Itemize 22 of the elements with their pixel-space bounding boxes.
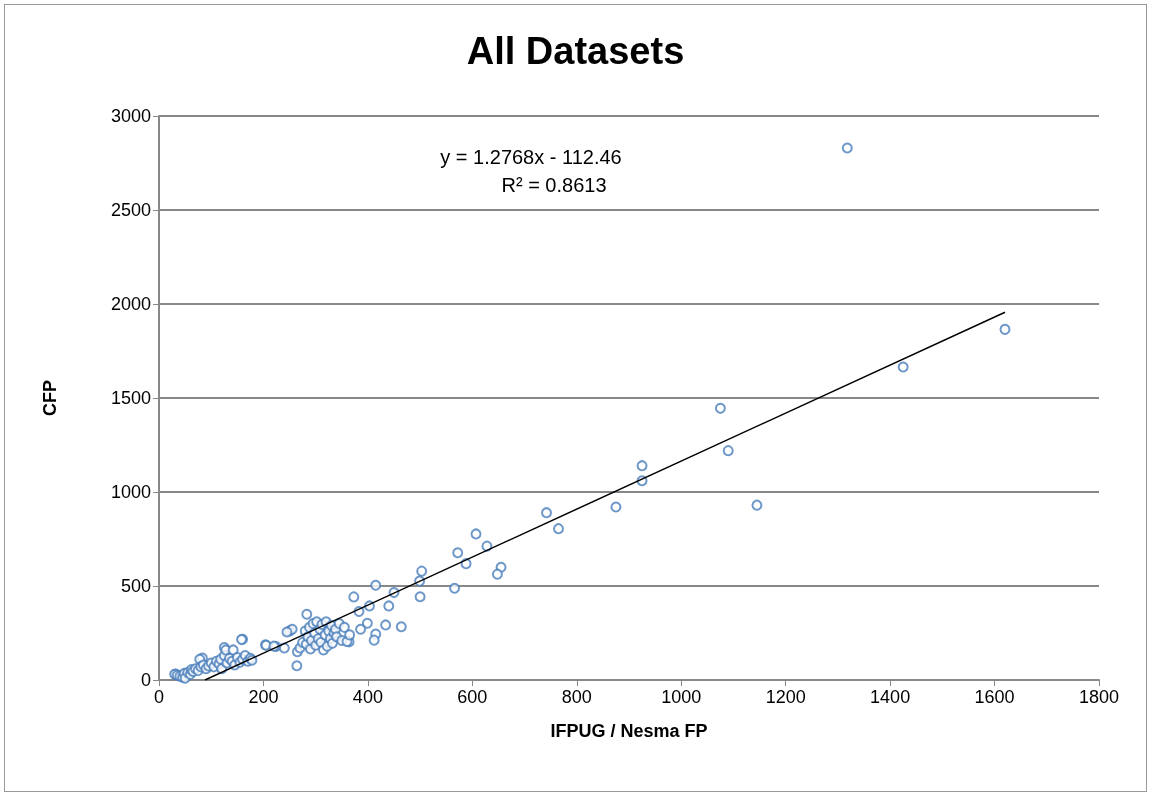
x-tick-label: 400 (352, 687, 383, 707)
y-tick-label: 1500 (110, 388, 151, 408)
y-tick-label: 1000 (110, 482, 151, 502)
y-axis-title: CFP (40, 380, 60, 416)
y-tick-label: 2500 (110, 200, 151, 220)
x-tick-label: 800 (561, 687, 592, 707)
y-tick-label: 2000 (110, 294, 151, 314)
y-tick-label: 3000 (110, 106, 151, 126)
x-tick-label: 200 (248, 687, 279, 707)
x-axis-title: IFPUG / Nesma FP (550, 721, 708, 741)
y-tick-label: 0 (140, 670, 151, 690)
x-tick-label: 1200 (765, 687, 806, 707)
x-tick-label: 0 (153, 687, 165, 707)
annotation: R² = 0.8613 (501, 174, 607, 196)
y-tick-label: 500 (120, 576, 151, 596)
x-tick-label: 1400 (870, 687, 911, 707)
x-tick-label: 600 (457, 687, 488, 707)
x-tick-label: 1000 (661, 687, 702, 707)
annotation: y = 1.2768x - 112.46 (440, 146, 622, 168)
x-tick-label: 1600 (974, 687, 1015, 707)
chart-title: All Datasets (466, 30, 685, 72)
x-tick-label: 1800 (1078, 687, 1120, 707)
